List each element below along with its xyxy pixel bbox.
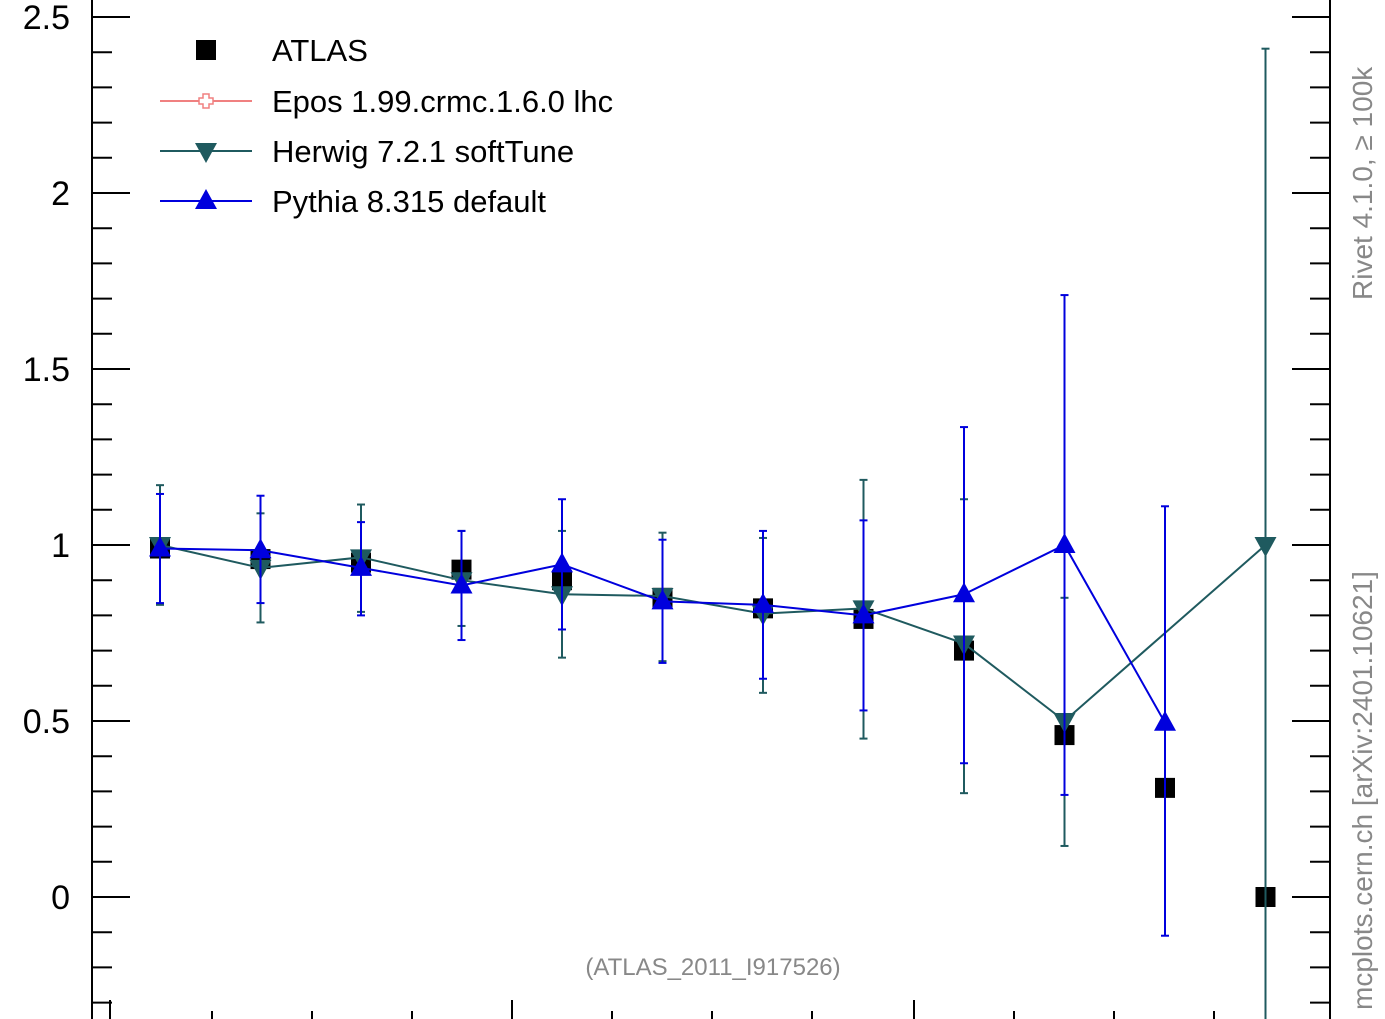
y-tick-label: 2.5 — [23, 0, 70, 37]
legend-entry: Pythia 8.315 default — [160, 184, 546, 219]
legend: ATLAS Epos 1.99.crmc.1.6.0 lhc Herwig 7.2.… — [160, 33, 613, 219]
y-tick-label: 0.5 — [23, 703, 70, 741]
legend-marker — [198, 93, 214, 109]
data-point — [350, 555, 372, 576]
legend-label: Pythia 8.315 default — [272, 184, 546, 219]
analysis-annotation: (ATLAS_2011_I917526) — [585, 954, 840, 981]
data-point — [149, 536, 171, 557]
y-tick-label: 1.5 — [23, 351, 70, 389]
side-label: mcplots.cern.ch [arXiv:2401.10621] — [1347, 571, 1378, 1010]
data-point — [1053, 533, 1076, 553]
series-layer — [149, 47, 1277, 1019]
y-tick-label: 2 — [51, 175, 70, 213]
y-tick-label: 1 — [51, 527, 70, 565]
data-point — [752, 592, 774, 613]
data-point — [1154, 710, 1176, 731]
side-label-top: Rivet 4.1.0, ≥ 100k — [1347, 66, 1378, 300]
series-pythia-8-315-default — [149, 294, 1176, 937]
legend-label: Epos 1.99.crmc.1.6.0 lhc — [272, 84, 613, 119]
x-axis-ticks — [109, 1000, 1215, 1019]
legend-label: Herwig 7.2.1 softTune — [272, 134, 574, 169]
legend-marker — [195, 189, 217, 209]
data-point — [551, 552, 573, 573]
data-point — [651, 589, 674, 610]
data-point — [450, 573, 473, 594]
data-point — [1254, 537, 1277, 557]
data-point — [953, 582, 975, 603]
legend-entry: ATLAS — [196, 33, 368, 68]
series-line — [159, 544, 1267, 723]
series-atlas — [150, 538, 1276, 907]
legend-marker — [195, 143, 217, 163]
legend-marker — [196, 40, 216, 60]
y-axis-ticks — [92, 16, 1330, 1004]
legend-entry: Herwig 7.2.1 softTune — [160, 134, 574, 169]
y-tick-label: 0 — [51, 879, 70, 917]
legend-entry: Epos 1.99.crmc.1.6.0 lhc — [160, 84, 613, 119]
legend-label: ATLAS — [272, 33, 368, 68]
data-point — [249, 538, 272, 559]
y-axis-tick-labels: 2.5 2 1.5 1 0.5 0 — [23, 0, 70, 917]
data-point — [852, 603, 875, 624]
